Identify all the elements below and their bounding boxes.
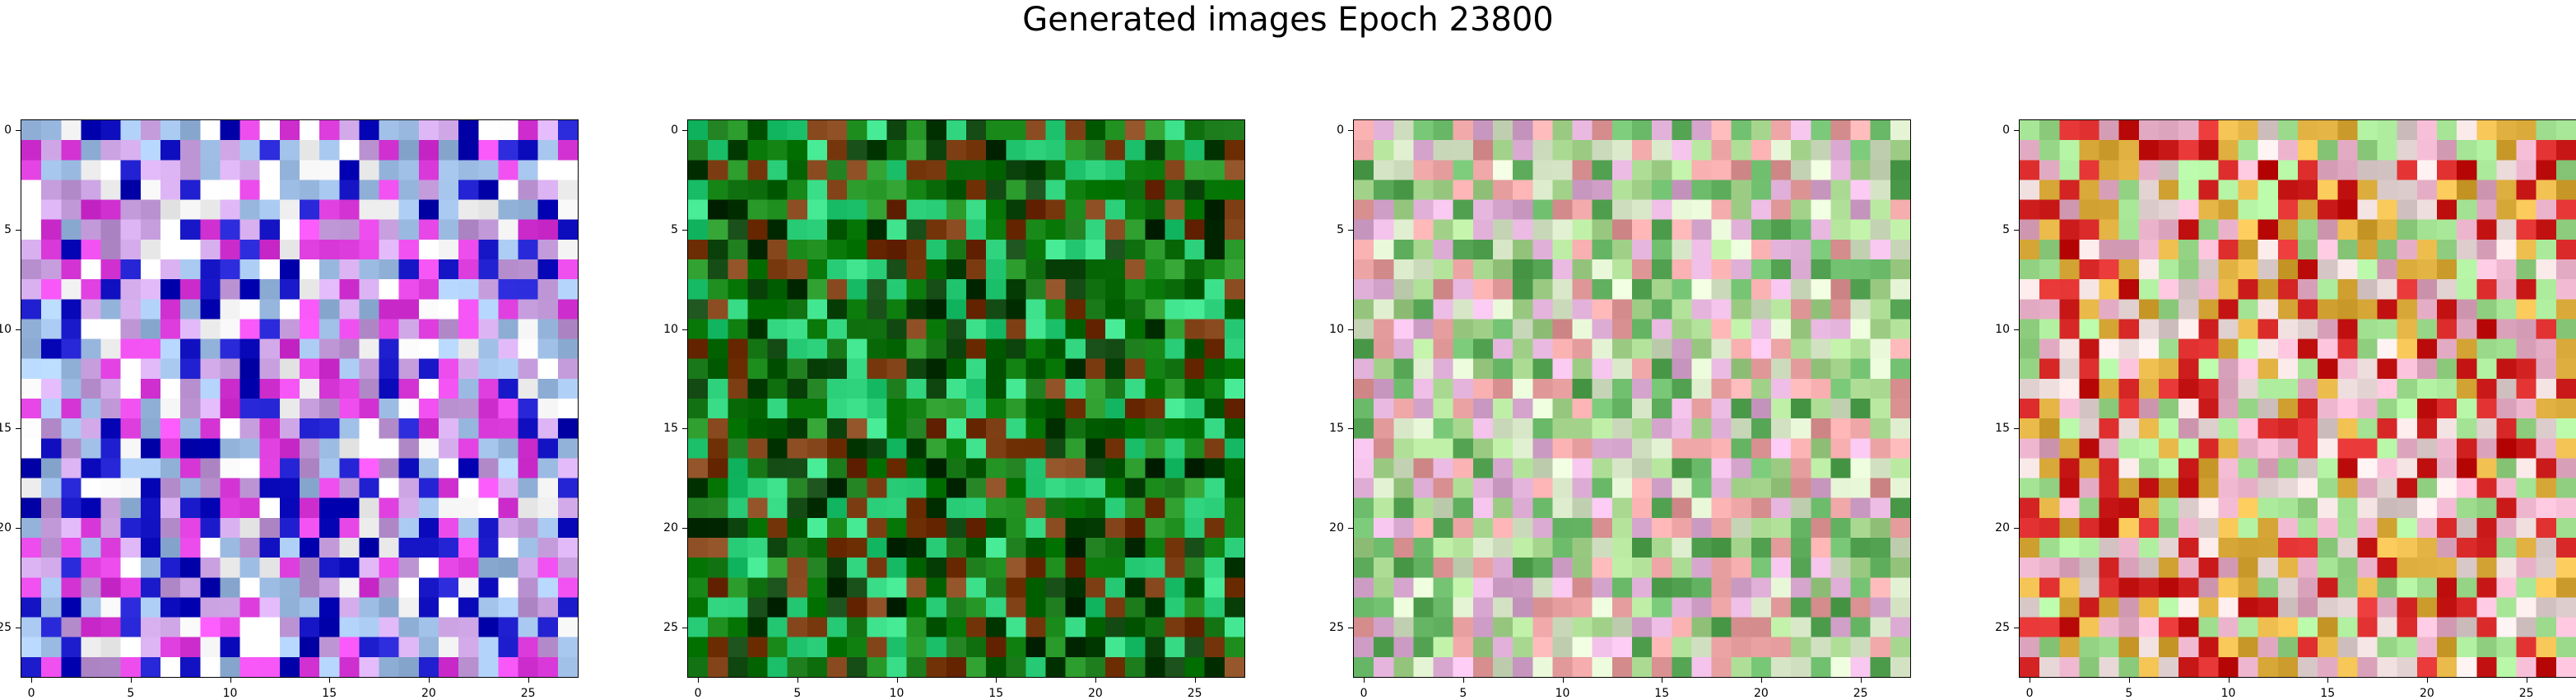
y-tick-label: 20 (1995, 520, 2010, 534)
x-tick (2426, 677, 2428, 683)
x-tick-label: 0 (27, 687, 35, 700)
x-tick (996, 677, 997, 683)
y-tick-label: 0 (4, 124, 12, 138)
x-tick (2128, 677, 2130, 683)
y-tick (1348, 527, 1354, 529)
x-tick-label: 10 (222, 687, 238, 700)
y-tick-label: 5 (1337, 222, 1344, 236)
x-tick-label: 0 (2025, 687, 2034, 700)
x-tick (31, 677, 33, 683)
y-tick-label: 10 (1329, 322, 1344, 336)
x-tick-label: 10 (2220, 687, 2236, 700)
image-heatmap-4 (2020, 120, 2576, 677)
y-tick-label: 5 (671, 222, 678, 236)
y-tick-label: 15 (1995, 422, 2010, 436)
y-tick (16, 527, 21, 529)
x-tick-label: 15 (988, 687, 1004, 700)
x-tick (797, 677, 798, 683)
y-tick-label: 10 (0, 322, 12, 336)
x-tick (698, 677, 700, 683)
x-tick-label: 20 (1754, 687, 1769, 700)
y-tick-label: 25 (0, 620, 12, 634)
y-tick (682, 130, 688, 132)
y-tick-label: 20 (1329, 520, 1344, 534)
y-tick (682, 428, 688, 430)
y-tick-label: 0 (2002, 124, 2010, 138)
x-tick-label: 25 (2518, 687, 2534, 700)
x-tick-label: 0 (1360, 687, 1368, 700)
y-tick (682, 229, 688, 231)
x-tick-label: 5 (1459, 687, 1467, 700)
x-tick (528, 677, 529, 683)
y-tick (16, 329, 21, 330)
x-tick (329, 677, 331, 683)
y-tick (1348, 130, 1354, 132)
y-tick-label: 0 (1337, 124, 1344, 138)
image-heatmap-2 (688, 120, 1244, 677)
x-tick-label: 20 (2420, 687, 2434, 700)
y-tick-label: 20 (663, 520, 678, 534)
image-panel-4: 0 5 10 15 20 25 0 5 10 15 20 25 (1995, 119, 2576, 700)
x-tick (1760, 677, 1762, 683)
x-tick-label: 5 (793, 687, 802, 700)
x-tick (2327, 677, 2329, 683)
x-tick-label: 10 (1555, 687, 1570, 700)
y-tick (2014, 527, 2020, 529)
image-panel-1: 0 5 10 15 20 25 0 5 10 15 20 25 (0, 119, 579, 700)
x-tick (1562, 677, 1564, 683)
y-tick (1348, 229, 1354, 231)
y-tick-label: 15 (1329, 422, 1344, 436)
image-panel-2: 0 5 10 15 20 25 0 5 10 15 20 25 (663, 119, 1245, 700)
x-tick-label: 10 (889, 687, 904, 700)
x-tick-label: 25 (520, 687, 536, 700)
x-tick (1462, 677, 1464, 683)
y-tick (2014, 329, 2020, 330)
y-tick-label: 15 (0, 422, 12, 436)
x-tick (230, 677, 231, 683)
y-tick (1348, 428, 1354, 430)
y-tick (682, 527, 688, 529)
y-tick-label: 25 (1995, 620, 2010, 634)
y-tick (682, 329, 688, 330)
y-tick (2014, 130, 2020, 132)
x-tick-label: 20 (1088, 687, 1103, 700)
image-panel-3: 0 5 10 15 20 25 0 5 10 15 20 25 (1329, 119, 1911, 700)
y-tick (1348, 329, 1354, 330)
x-tick-label: 5 (127, 687, 135, 700)
x-tick-label: 5 (2125, 687, 2133, 700)
figure-title: Generated images Epoch 23800 (1022, 1, 1554, 39)
image-heatmap-1 (21, 120, 578, 677)
y-tick-label: 25 (1329, 620, 1344, 634)
y-tick-label: 10 (663, 322, 678, 336)
y-tick (16, 428, 21, 430)
x-tick (2228, 677, 2230, 683)
y-tick-label: 20 (0, 520, 12, 534)
x-tick-label: 20 (421, 687, 436, 700)
y-tick-label: 5 (2002, 222, 2010, 236)
y-tick-label: 15 (663, 422, 678, 436)
x-tick (428, 677, 430, 683)
x-tick (1095, 677, 1096, 683)
y-tick (16, 130, 21, 132)
y-tick (2014, 428, 2020, 430)
x-tick (1364, 677, 1365, 683)
y-tick-label: 0 (671, 124, 678, 138)
y-tick-label: 10 (1995, 322, 2010, 336)
x-tick (130, 677, 132, 683)
x-tick (1860, 677, 1862, 683)
image-heatmap-3 (1354, 120, 1910, 677)
y-tick (2014, 229, 2020, 231)
x-tick-label: 15 (322, 687, 337, 700)
x-tick (1194, 677, 1196, 683)
y-tick (16, 229, 21, 231)
x-tick (896, 677, 898, 683)
x-tick-label: 15 (1654, 687, 1670, 700)
x-tick-label: 15 (2320, 687, 2336, 700)
y-tick-label: 5 (4, 222, 12, 236)
x-tick-label: 0 (694, 687, 702, 700)
y-tick-label: 25 (663, 620, 678, 634)
x-tick-label: 25 (1853, 687, 1868, 700)
x-tick-label: 25 (1187, 687, 1202, 700)
